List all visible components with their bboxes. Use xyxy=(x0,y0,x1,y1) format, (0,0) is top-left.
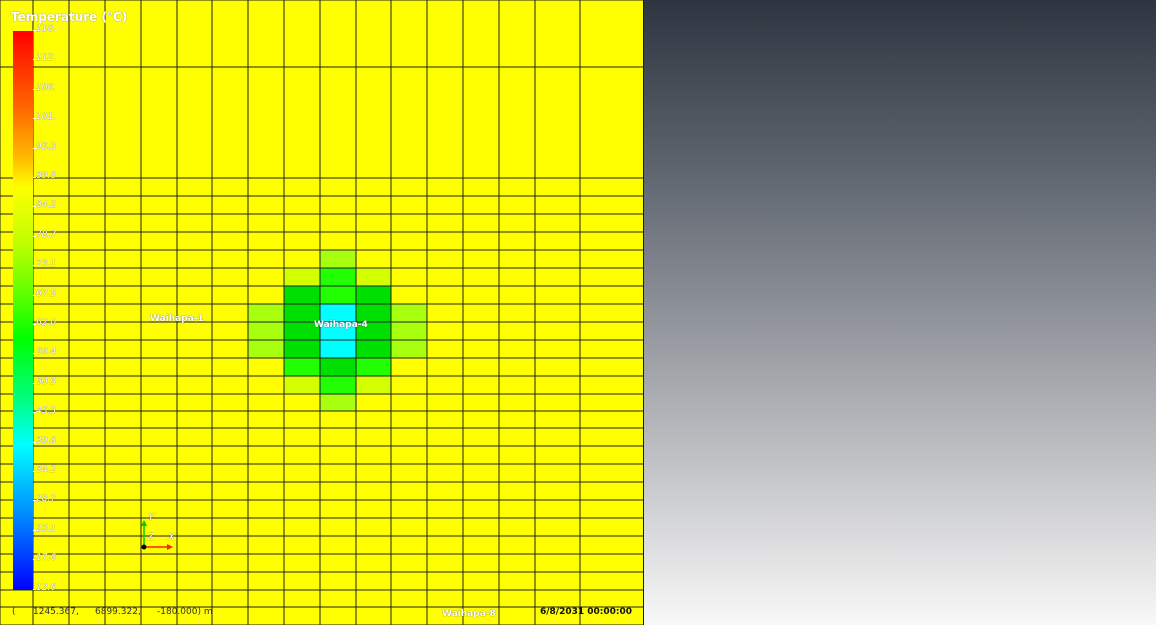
grid-cell xyxy=(356,322,391,340)
colorbar-tick: 95.3 xyxy=(32,141,57,152)
status-z: -180.000) m xyxy=(157,607,213,617)
grid-cell xyxy=(248,340,284,358)
colorbar-tick: 101. xyxy=(32,112,57,123)
colorbar-tick: 28.7 xyxy=(32,494,57,505)
grid-cell xyxy=(391,304,427,322)
3d-viewport[interactable]: Temperature (°C) 118. 112. 106. 101. 95.3 89.… xyxy=(0,0,644,625)
colorbar-tick: 73.1 xyxy=(32,259,57,270)
colorbar-tick: 78.7 xyxy=(32,229,57,240)
grid-cell xyxy=(356,340,391,358)
grid-cell xyxy=(320,358,356,376)
grid-cell xyxy=(391,322,427,340)
axis-x-label: X xyxy=(168,532,175,543)
grid-cell xyxy=(284,268,320,286)
colorbar-tick: 56.4 xyxy=(32,347,57,358)
grid-cell xyxy=(320,376,356,394)
colorbar-tick: 34.2 xyxy=(32,465,57,475)
colorbar-tick: 17.6 xyxy=(32,553,57,564)
grid-cell xyxy=(356,268,391,286)
colorbar-tick: 12.0 xyxy=(32,582,57,593)
colorbar-tick: 45.3 xyxy=(32,406,57,417)
colorbar-tick: 89.8 xyxy=(32,171,57,181)
empty-render-panel xyxy=(644,0,1156,625)
grid-cell xyxy=(248,322,284,340)
grid-cell xyxy=(320,286,356,304)
grid-cell xyxy=(356,358,391,376)
grid-cell xyxy=(320,322,356,340)
colorbar-tick: 23.1 xyxy=(32,523,57,534)
colorbar-tick: 84.2 xyxy=(32,200,57,211)
well-label-waihapa-4[interactable]: Waihapa-4 xyxy=(314,320,368,330)
colorbar-tick: 67.5 xyxy=(32,288,57,299)
colorbar-tick: 112. xyxy=(32,53,57,64)
grid-cell xyxy=(284,322,320,340)
status-x: 1245.367, xyxy=(33,607,79,617)
grid-cell xyxy=(356,286,391,304)
orientation-axes: Y Z X xyxy=(135,512,185,554)
reservoir-grid[interactable] xyxy=(0,0,644,625)
grid-cell xyxy=(320,304,356,322)
grid-cell xyxy=(284,376,320,394)
grid-cell xyxy=(284,286,320,304)
grid-cell xyxy=(356,376,391,394)
status-y: 6899.322, xyxy=(95,607,141,617)
colorbar-tick: 39.8 xyxy=(32,435,57,446)
well-label-waihapa-8[interactable]: Waihapa-8 xyxy=(442,609,496,619)
colorbar-tick: 50.9 xyxy=(32,376,57,387)
grid-cell xyxy=(320,268,356,286)
colorbar-tick: 106. xyxy=(32,82,57,93)
grid-cell xyxy=(320,340,356,358)
status-coord-open: ( xyxy=(12,607,16,617)
colorbar-tick: 62.0 xyxy=(32,318,57,328)
axis-z-label: Z xyxy=(147,532,154,543)
temperature-colorbar xyxy=(13,31,33,590)
grid-cell xyxy=(356,304,391,322)
grid-cell xyxy=(248,304,284,322)
colorbar-title: Temperature (°C) xyxy=(11,10,128,24)
axis-y-label: Y xyxy=(148,512,155,523)
colorbar-tick: 118. xyxy=(32,24,57,34)
grid-cell xyxy=(284,304,320,322)
grid-cell xyxy=(284,358,320,376)
status-timestamp: 6/8/2031 00:00:00 xyxy=(540,607,633,617)
grid-cell xyxy=(320,250,356,268)
grid-cell xyxy=(391,340,427,358)
well-label-waihapa-1[interactable]: Waihapa-1 xyxy=(150,314,204,324)
panel-divider xyxy=(643,0,644,625)
grid-cell xyxy=(320,394,356,411)
grid-cell xyxy=(284,340,320,358)
